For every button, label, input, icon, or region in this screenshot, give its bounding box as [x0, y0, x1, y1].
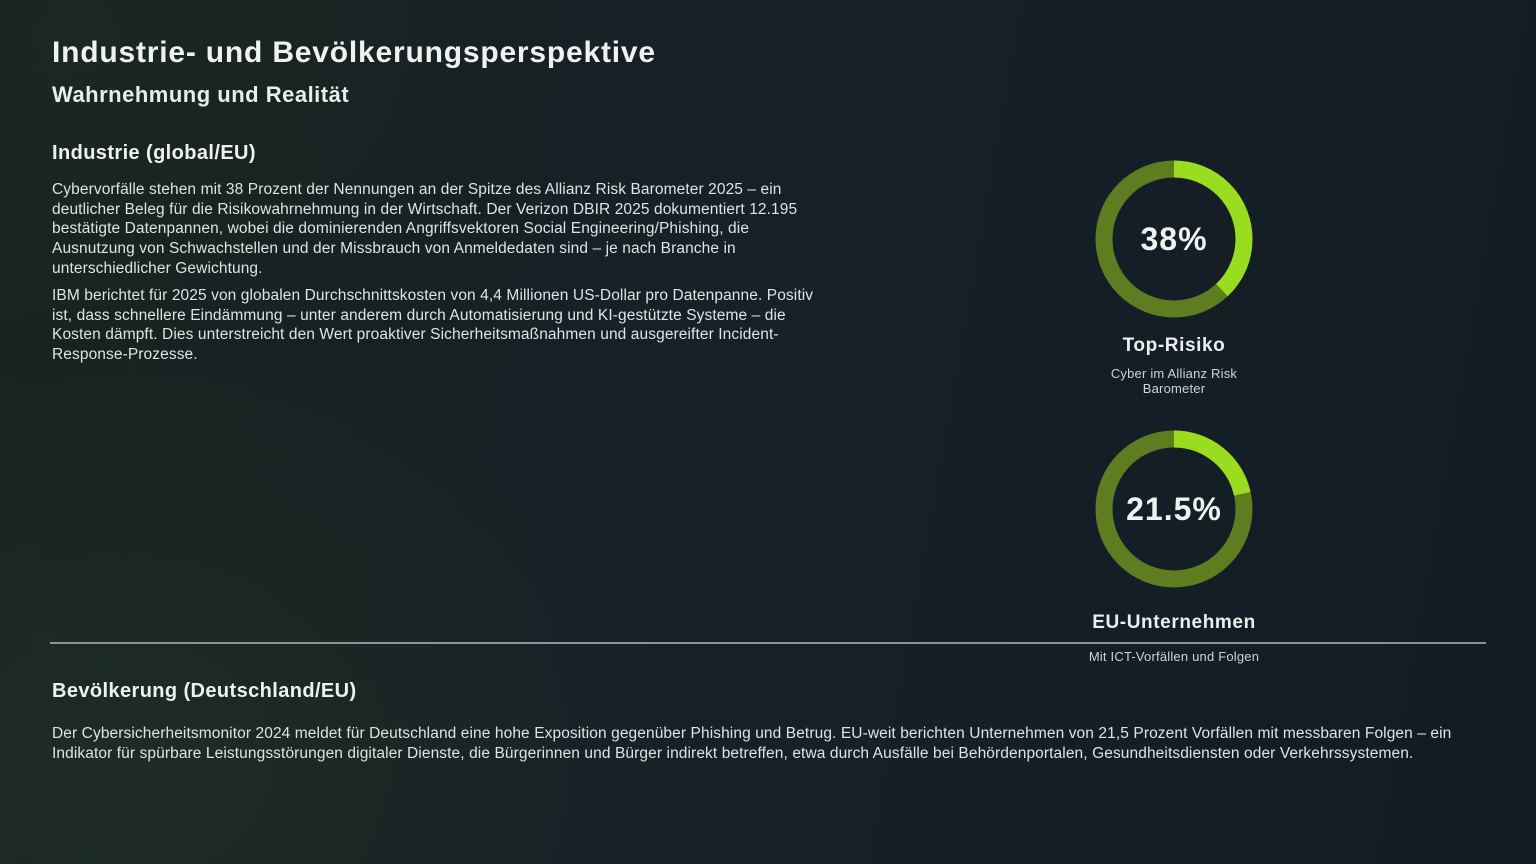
page-subtitle: Wahrnehmung und Realität [52, 82, 350, 107]
donut-value-label: 38% [1140, 220, 1208, 257]
donut-value-label: 21.5% [1126, 490, 1222, 527]
industry-paragraph-2: IBM berichtet für 2025 von globalen Durc… [52, 287, 814, 364]
kpi-charts-column: 38% Top-Risiko Cyber im Allianz Risk Bar… [1080, 160, 1268, 664]
section-divider [50, 642, 1486, 644]
donut-chart-top-risiko: 38% [1095, 160, 1253, 318]
industry-paragraph-1: Cybervorfälle stehen mit 38 Prozent der … [52, 181, 798, 277]
page-title: Industrie- und Bevölkerungsperspektive [52, 36, 656, 69]
donut-svg [1095, 160, 1253, 318]
population-section-heading: Bevölkerung (Deutschland/EU) [52, 680, 357, 702]
donut-top-risiko: 38% Top-Risiko Cyber im Allianz Risk Bar… [1080, 160, 1268, 396]
donut-title: EU-Unternehmen [1092, 612, 1256, 633]
donut-eu-unternehmen: 21.5% EU-Unternehmen Mit ICT-Vorfällen u… [1089, 430, 1259, 664]
industry-section-heading: Industrie (global/EU) [52, 142, 256, 164]
donut-title: Top-Risiko [1122, 335, 1226, 356]
population-paragraph: Der Cybersicherheitsmonitor 2024 meldet … [52, 725, 1452, 762]
donut-chart-eu-unternehmen: 21.5% [1095, 430, 1253, 588]
donut-svg [1095, 430, 1253, 588]
donut-caption: Cyber im Allianz Risk Barometer [1110, 366, 1238, 396]
donut-caption: Mit ICT-Vorfällen und Folgen [1088, 649, 1260, 664]
